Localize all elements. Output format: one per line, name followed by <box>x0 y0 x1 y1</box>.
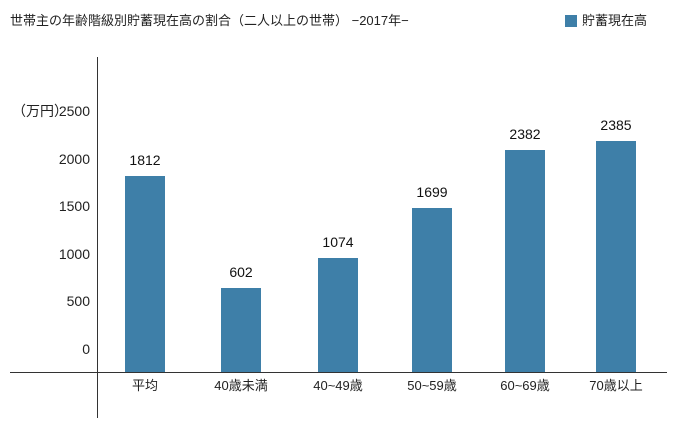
bar-value-label: 2385 <box>600 117 632 133</box>
x-category-label: 平均 <box>131 378 158 393</box>
y-tick-label: 500 <box>66 293 90 310</box>
bar <box>596 141 636 372</box>
bar-value-label: 1074 <box>322 234 354 250</box>
x-category-label: 60~69歳 <box>500 378 550 393</box>
x-category-label: 40~49歳 <box>313 378 363 393</box>
bar-value-label: 1812 <box>129 152 161 168</box>
legend-label: 貯蓄現在高 <box>582 13 648 28</box>
x-category-label: 70歳以上 <box>589 378 643 393</box>
legend: 貯蓄現在高 <box>565 13 647 29</box>
chart-title: 世帯主の年齢階級別貯蓄現在高の割合（二人以上の世帯） −2017年− <box>10 13 409 28</box>
legend-swatch-icon <box>565 15 577 27</box>
bar-value-label: 2382 <box>509 126 541 142</box>
x-axis-line <box>10 372 667 373</box>
y-tick-label: 0 <box>82 341 90 357</box>
bar-value-label: 1699 <box>416 184 448 200</box>
x-category-label: 40歳未満 <box>214 378 268 393</box>
bar <box>318 258 358 372</box>
y-axis-line <box>97 57 98 418</box>
bar <box>125 176 165 372</box>
bar <box>412 208 452 372</box>
y-tick-label: 1500 <box>58 198 90 215</box>
y-axis-unit-label: （万円） <box>12 103 68 119</box>
y-tick-label: 1000 <box>58 245 90 262</box>
bar <box>221 288 261 372</box>
bar-value-label: 602 <box>229 264 253 280</box>
y-tick-label: 2000 <box>58 150 90 167</box>
bar <box>505 150 545 372</box>
x-category-label: 50~59歳 <box>407 378 457 393</box>
y-tick-label: 2500 <box>58 103 90 119</box>
